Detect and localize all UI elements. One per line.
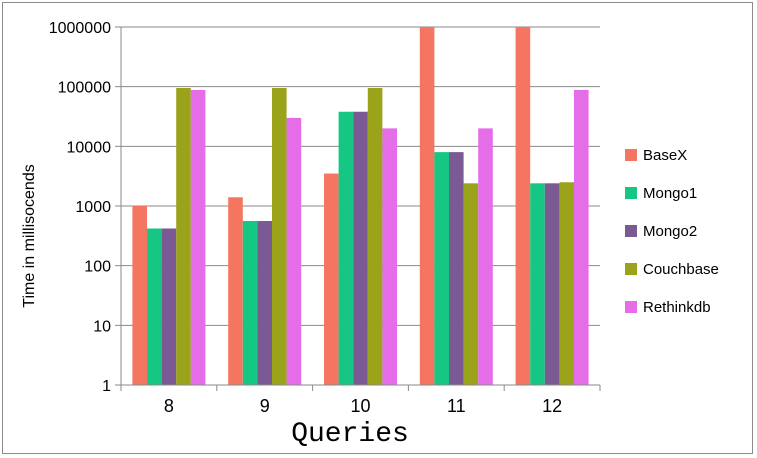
y-tick-label: 1000000 [49,20,111,37]
bar-mongo1-8 [147,228,162,385]
bar-basex-10 [324,173,339,385]
axes [120,27,601,391]
legend-label-couchbase: Couchbase [643,261,719,278]
bar-couchbase-10 [367,88,383,385]
y-tick-label: 10 [93,318,111,335]
y-tick-label: 100000 [58,80,111,97]
y-tick-label: 1 [102,378,111,395]
bar-rethinkdb-10 [382,128,397,385]
legend-label-rethinkdb: Rethinkdb [643,299,711,316]
x-axis-title: Queries [291,419,409,450]
x-tick-labels: 8 9 10 11 12 [164,396,562,416]
bar-couchbase-11 [463,183,479,385]
chart: 1 10 100 1000 10000 100000 1000000 8 9 10 11 12 Ti… [21,20,719,450]
legend-swatch-mongo2 [625,225,637,237]
y-axis-title: Time in millisocends [21,164,38,307]
bar-mongo1-10 [338,111,354,386]
bar-mongo2-9 [257,221,272,385]
legend-swatch-couchbase [625,263,637,275]
x-tick-label: 11 [447,396,466,416]
bar-basex-9 [228,197,243,385]
x-tick-label: 12 [542,396,562,416]
legend-swatch-mongo1 [625,187,637,199]
legend-label-mongo1: Mongo1 [643,185,697,202]
bar-mongo2-8 [161,228,177,385]
y-tick-label: 100 [84,259,111,276]
bar-rethinkdb-12 [574,89,589,385]
y-tick-label: 1000 [75,199,111,216]
chart-frame: 1 10 100 1000 10000 100000 1000000 8 9 10 11 12 Ti… [2,2,753,454]
legend: BaseX Mongo1 Mongo2 Couchbase Rethinkdb [625,147,719,316]
bar-mongo1-11 [434,152,449,385]
bar-couchbase-12 [559,182,574,385]
bar-mongo1-12 [530,183,545,385]
x-tick-label: 10 [350,396,370,416]
y-tick-label: 10000 [67,139,112,156]
bar-mongo1-9 [242,221,258,385]
legend-label-basex: BaseX [643,147,687,164]
legend-swatch-basex [625,149,637,161]
bar-basex-12 [515,27,531,385]
legend-swatch-rethinkdb [625,301,637,313]
bar-rethinkdb-9 [286,117,302,386]
bar-couchbase-8 [176,88,191,385]
y-tick-labels: 1 10 100 1000 10000 100000 1000000 [49,20,111,395]
bar-couchbase-9 [272,88,287,385]
bar-mongo2-12 [544,183,560,385]
bar-rethinkdb-8 [190,89,206,385]
x-tick-label: 9 [260,396,270,416]
bar-rethinkdb-11 [478,128,493,385]
bar-basex-8 [132,206,147,385]
bar-mongo2-10 [353,111,368,386]
legend-label-mongo2: Mongo2 [643,223,697,240]
bar-mongo2-11 [449,152,464,385]
x-tick-label: 8 [164,396,174,416]
bars [132,27,589,386]
bar-basex-11 [419,27,435,385]
